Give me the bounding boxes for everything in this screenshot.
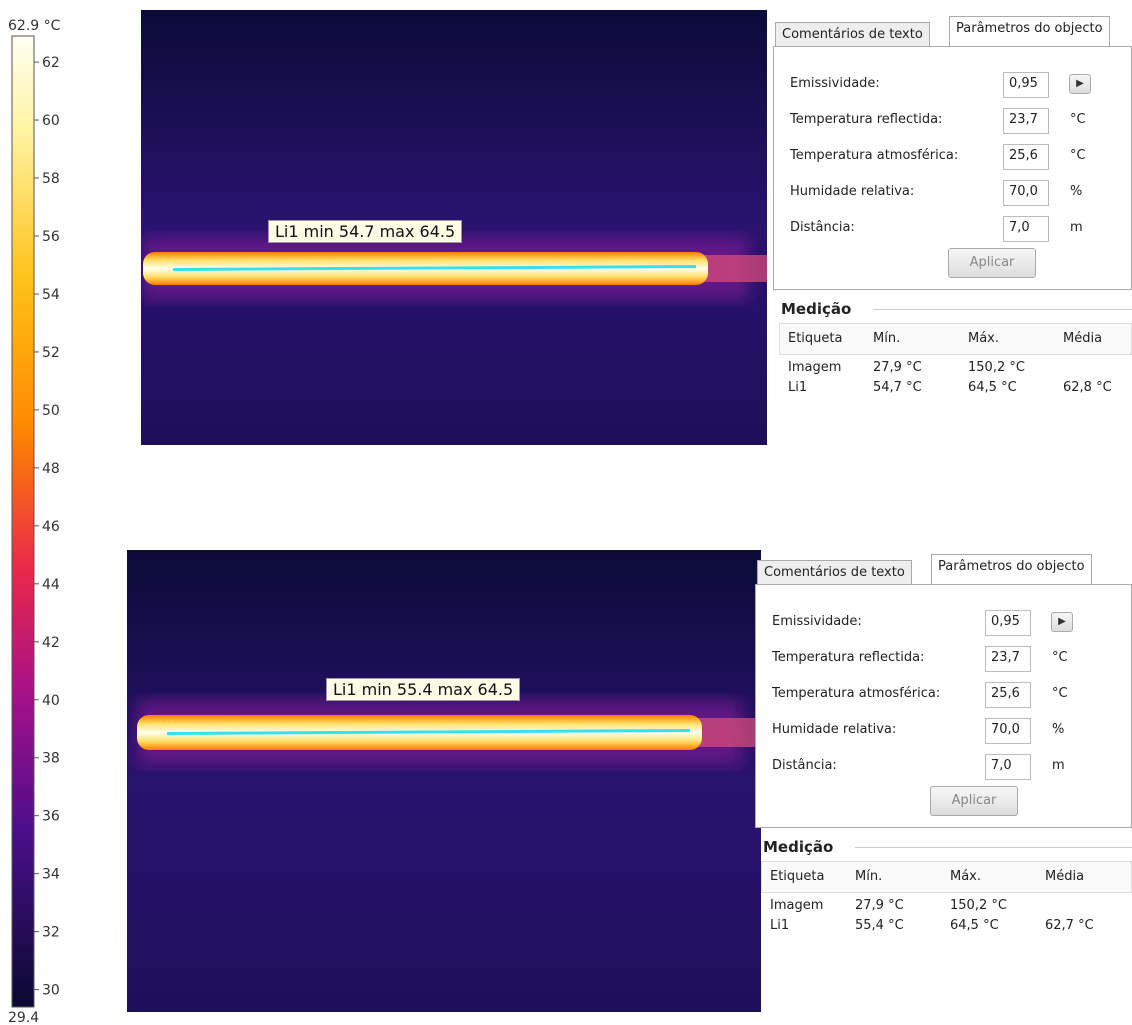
measure-header: Etiqueta (788, 331, 842, 346)
tab-active: Parâmetros do objecto (931, 554, 1092, 584)
measure-cell: 150,2 °C (950, 898, 1007, 913)
scale-tick-label: 62 (42, 55, 60, 71)
measure-header: Mín. (873, 331, 900, 346)
scale-tick-label: 60 (42, 113, 60, 129)
field-arrow-button: ▶ (1069, 74, 1091, 94)
apply-button: Aplicar (948, 248, 1036, 278)
overlay-label: Li1 min 55.4 max 64.5 (326, 678, 520, 701)
measure-cell: 27,9 °C (873, 360, 922, 375)
field-label: Temperatura reflectida: (790, 112, 942, 127)
field-input: 70,0 (985, 718, 1031, 744)
measure-cell: 64,5 °C (950, 918, 999, 933)
field-unit: °C (1070, 148, 1086, 163)
measure-cell: 62,7 °C (1045, 918, 1094, 933)
field-arrow-button: ▶ (1051, 612, 1073, 632)
field-label: Distância: (772, 758, 837, 773)
measure-cell: Imagem (788, 360, 841, 375)
apply-button: Aplicar (930, 786, 1018, 816)
measure-cell: Li1 (770, 918, 789, 933)
field-label: Temperatura reflectida: (772, 650, 924, 665)
scale-tick-label: 34 (42, 867, 60, 883)
page: 62.9 °C 29.4 62 60 58 56 54 52 50 48 46 44 42 40 38 36 3… (0, 0, 1132, 1025)
field-unit: % (1070, 184, 1082, 199)
tab-active: Parâmetros do objecto (949, 16, 1110, 46)
scale-tick-label: 44 (42, 577, 60, 593)
scale-max-label: 62.9 °C (8, 18, 61, 34)
field-label: Humidade relativa: (790, 184, 914, 199)
scale-tick-label: 32 (42, 925, 60, 941)
field-input: 25,6 (985, 682, 1031, 708)
measure-cell: Li1 (788, 380, 807, 395)
heat-trail (697, 718, 761, 747)
field-input: 23,7 (1003, 108, 1049, 134)
field-label: Emissividade: (790, 76, 880, 91)
measure-title: Medição (781, 300, 851, 318)
field-input: 25,6 (1003, 144, 1049, 170)
measure-cell: 62,8 °C (1063, 380, 1112, 395)
field-input: 0,95 (1003, 72, 1049, 98)
field-unit: °C (1052, 650, 1068, 665)
field-input: 23,7 (985, 646, 1031, 672)
measure-rule (873, 309, 1132, 310)
tab: Comentários de texto (757, 560, 912, 584)
tab: Comentários de texto (775, 22, 930, 46)
image-background (127, 550, 761, 1012)
field-label: Distância: (790, 220, 855, 235)
scale-tick-label: 54 (42, 287, 60, 303)
scale-bar (12, 36, 34, 1007)
measure-cell: 150,2 °C (968, 360, 1025, 375)
measure-cell: 54,7 °C (873, 380, 922, 395)
overlay-label: Li1 min 54.7 max 64.5 (268, 220, 462, 243)
measure-cell: 64,5 °C (968, 380, 1017, 395)
scale-tick-label: 56 (42, 229, 60, 245)
field-input: 70,0 (1003, 180, 1049, 206)
measure-header: Máx. (950, 869, 981, 884)
color-scale: 62.9 °C 29.4 62 60 58 56 54 52 50 48 46 44 42 40 38 36 3… (0, 0, 120, 1025)
measure-header: Média (1063, 331, 1102, 346)
scale-tick-label: 38 (42, 751, 60, 767)
field-unit: °C (1070, 112, 1086, 127)
scale-tick-label: 52 (42, 345, 60, 361)
thermal-image (127, 550, 761, 1012)
field-label: Emissividade: (772, 614, 862, 629)
measure-title: Medição (763, 838, 833, 856)
measure-header: Máx. (968, 331, 999, 346)
scale-tick-label: 46 (42, 519, 60, 535)
scale-tick-label: 50 (42, 403, 60, 419)
field-label: Temperatura atmosférica: (772, 686, 940, 701)
field-input: 7,0 (985, 754, 1031, 780)
scale-tick-label: 40 (42, 693, 60, 709)
scale-tick-label: 36 (42, 809, 60, 825)
measure-rule (855, 847, 1132, 848)
scale-tick-label: 58 (42, 171, 60, 187)
field-unit: °C (1052, 686, 1068, 701)
field-unit: % (1052, 722, 1064, 737)
field-label: Temperatura atmosférica: (790, 148, 958, 163)
measure-header: Média (1045, 869, 1084, 884)
scale-min-label: 29.4 (8, 1010, 39, 1025)
scale-tick-label: 48 (42, 461, 60, 477)
field-input: 0,95 (985, 610, 1031, 636)
field-unit: m (1070, 220, 1083, 235)
field-input: 7,0 (1003, 216, 1049, 242)
measure-header: Mín. (855, 869, 882, 884)
field-unit: m (1052, 758, 1065, 773)
measure-header: Etiqueta (770, 869, 824, 884)
scale-tick-label: 42 (42, 635, 60, 651)
measure-cell: 27,9 °C (855, 898, 904, 913)
heat-trail (703, 255, 767, 282)
field-label: Humidade relativa: (772, 722, 896, 737)
measure-cell: 55,4 °C (855, 918, 904, 933)
measure-cell: Imagem (770, 898, 823, 913)
scale-tick-label: 30 (42, 983, 60, 999)
